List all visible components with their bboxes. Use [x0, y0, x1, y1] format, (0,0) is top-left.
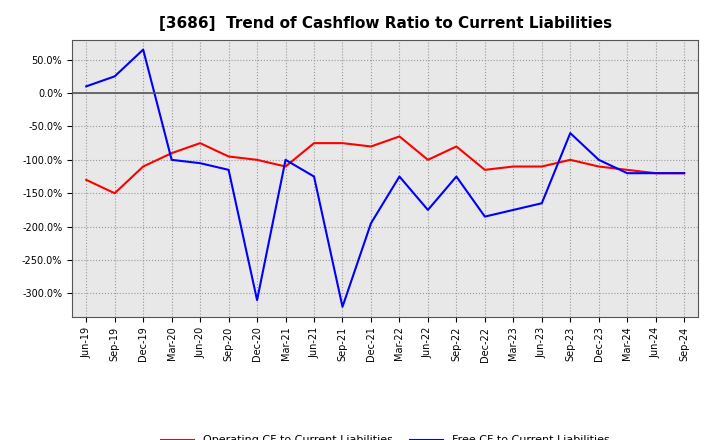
Operating CF to Current Liabilities — [282, 164, 290, 169]
Operating CF to Current Liabilities — [253, 157, 261, 162]
Operating CF to Current Liabilities — [82, 177, 91, 183]
Line: Free CF to Current Liabilities: Free CF to Current Liabilities — [86, 50, 684, 307]
Free CF to Current Liabilities — [595, 157, 603, 162]
Operating CF to Current Liabilities — [225, 154, 233, 159]
Free CF to Current Liabilities — [652, 171, 660, 176]
Operating CF to Current Liabilities — [338, 140, 347, 146]
Free CF to Current Liabilities — [452, 174, 461, 179]
Free CF to Current Liabilities — [366, 220, 375, 226]
Operating CF to Current Liabilities — [680, 171, 688, 176]
Free CF to Current Liabilities — [310, 174, 318, 179]
Operating CF to Current Liabilities — [423, 157, 432, 162]
Operating CF to Current Liabilities — [480, 167, 489, 172]
Operating CF to Current Liabilities — [196, 140, 204, 146]
Free CF to Current Liabilities — [253, 297, 261, 303]
Operating CF to Current Liabilities — [395, 134, 404, 139]
Operating CF to Current Liabilities — [652, 171, 660, 176]
Operating CF to Current Liabilities — [509, 164, 518, 169]
Operating CF to Current Liabilities — [623, 167, 631, 172]
Line: Operating CF to Current Liabilities: Operating CF to Current Liabilities — [86, 136, 684, 193]
Operating CF to Current Liabilities — [566, 157, 575, 162]
Free CF to Current Liabilities — [509, 207, 518, 213]
Free CF to Current Liabilities — [566, 131, 575, 136]
Operating CF to Current Liabilities — [537, 164, 546, 169]
Free CF to Current Liabilities — [82, 84, 91, 89]
Operating CF to Current Liabilities — [366, 144, 375, 149]
Title: [3686]  Trend of Cashflow Ratio to Current Liabilities: [3686] Trend of Cashflow Ratio to Curren… — [158, 16, 612, 32]
Free CF to Current Liabilities — [680, 171, 688, 176]
Free CF to Current Liabilities — [167, 157, 176, 162]
Operating CF to Current Liabilities — [595, 164, 603, 169]
Free CF to Current Liabilities — [623, 171, 631, 176]
Free CF to Current Liabilities — [338, 304, 347, 309]
Operating CF to Current Liabilities — [310, 140, 318, 146]
Free CF to Current Liabilities — [110, 73, 119, 79]
Free CF to Current Liabilities — [423, 207, 432, 213]
Free CF to Current Liabilities — [282, 157, 290, 162]
Free CF to Current Liabilities — [139, 47, 148, 52]
Free CF to Current Liabilities — [537, 201, 546, 206]
Operating CF to Current Liabilities — [452, 144, 461, 149]
Legend: Operating CF to Current Liabilities, Free CF to Current Liabilities: Operating CF to Current Liabilities, Fre… — [156, 431, 614, 440]
Operating CF to Current Liabilities — [139, 164, 148, 169]
Operating CF to Current Liabilities — [110, 191, 119, 196]
Operating CF to Current Liabilities — [167, 150, 176, 156]
Free CF to Current Liabilities — [480, 214, 489, 219]
Free CF to Current Liabilities — [225, 167, 233, 172]
Free CF to Current Liabilities — [395, 174, 404, 179]
Free CF to Current Liabilities — [196, 161, 204, 166]
